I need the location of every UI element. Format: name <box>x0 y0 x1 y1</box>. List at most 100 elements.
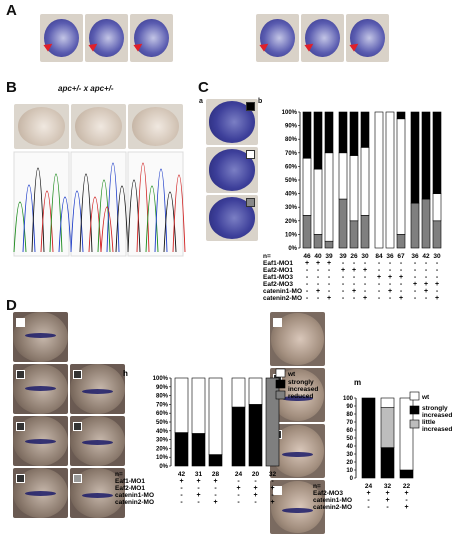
panel-d-square-g <box>73 474 82 483</box>
chart-c-n-7: 36 <box>386 253 394 260</box>
chart-c-bar-0-strongly_reduced <box>302 111 312 159</box>
chart-d-row-3-cell-0: - <box>180 499 183 506</box>
panel-a-embryo-f-embryo <box>350 18 385 58</box>
chart-c-bar-1-increased <box>313 234 323 249</box>
chart-d-y-tick-label-7: 70% <box>156 402 169 408</box>
panel-d-square-e <box>73 370 82 379</box>
chart-c-row-0-cell-9: - <box>414 260 417 267</box>
panel-b-trace-peak-f-3 <box>154 168 168 253</box>
panel-b-trace-peak-f-0 <box>127 179 141 253</box>
chart-m-y-tick-label-8: 80 <box>346 412 353 418</box>
chart-m-y-tick-label-2: 20 <box>346 460 353 466</box>
chart-c-row-0-cell-7: - <box>389 260 392 267</box>
chart-c-row-4-cell-1: + <box>316 288 320 295</box>
chart-c-row-4-cell-9: - <box>414 288 417 295</box>
chart-d-row-0-cell-3: - <box>237 478 240 485</box>
panel-b-embryo-b <box>71 104 126 149</box>
chart-c-row-2-cell-5: - <box>364 274 367 281</box>
panel-a-embryo-d-embryo <box>260 18 295 58</box>
panel-letter-b: B <box>6 79 17 96</box>
chart-d-y-tick-label-3: 30% <box>156 438 169 444</box>
chart-m-y-tick-label-4: 40 <box>346 444 353 450</box>
panel-c-sub-b-letter: b <box>258 98 263 105</box>
panel-a-embryo-a-embryo <box>44 18 79 58</box>
panel-d-embryo-d-gsc-stripe <box>25 491 56 496</box>
chart-m-y-tick-label-3: 30 <box>346 452 353 458</box>
chart-m-legend-label-1: strongly increased <box>422 405 452 419</box>
chart-d-y-tick-label-6: 60% <box>156 411 169 417</box>
chart-c-row-label-3: Eaf2-MO3 <box>263 281 293 288</box>
chart-c-row-3-cell-5: - <box>364 281 367 288</box>
panel-d-embryo-j-gsc-stripe <box>282 396 313 402</box>
chart-d-bar-2-wt <box>208 377 223 455</box>
chart-m-n-2: 22 <box>403 483 411 490</box>
chart-m-row-0-cell-2: + <box>404 490 408 497</box>
chart-d-row-2-cell-2: - <box>214 492 217 499</box>
panel-b-embryo-a <box>14 104 69 149</box>
panel-b-trace-box-e <box>70 151 127 257</box>
panel-b-trace-peak-f-2 <box>145 185 159 253</box>
chart-c-row-4-cell-6: - <box>378 288 381 295</box>
chart-c-row-5-cell-10: - <box>425 295 428 302</box>
panel-b-trace-peak-d-2 <box>31 167 45 253</box>
chart-m-row-2-cell-1: - <box>386 504 389 511</box>
chart-c-bar-8-increased <box>396 234 406 249</box>
panel-d-square-c <box>16 422 25 431</box>
chart-c-row-3-cell-9: + <box>413 281 417 288</box>
chart-c-y-tick-label-8: 80% <box>285 137 298 143</box>
chart-c-n-5: 30 <box>361 253 369 260</box>
chart-c-row-4-cell-2: - <box>328 288 331 295</box>
chart-c-bar-8-wt_normal <box>396 118 406 235</box>
chart-c-n-2: 39 <box>325 253 333 260</box>
chart-d-bar-0-wt <box>174 377 189 433</box>
panel-c-legend-square-2 <box>246 198 255 207</box>
chart-m-y-tick-label-10: 100 <box>343 396 354 402</box>
chart-m-n-0: 24 <box>365 483 373 490</box>
chart-c-bar-2-increased <box>324 240 334 249</box>
panel-d-square-j <box>273 374 282 383</box>
chart-c-bar-0-wt_normal <box>302 157 312 216</box>
chart-c-row-0-cell-8: - <box>400 260 403 267</box>
chart-c-n-8: 67 <box>397 253 405 260</box>
chart-c-row-4-cell-5: - <box>364 288 367 295</box>
chart-c-row-label-2: Eaf1-MO3 <box>263 274 293 281</box>
chart-c-y-tick-label-6: 60% <box>285 164 298 170</box>
panel-d-square-l <box>273 486 282 495</box>
panel-b-trace-peak-d-3 <box>40 190 54 253</box>
panel-b-trace-peak-e-3 <box>97 179 111 253</box>
chart-c-row-2-cell-10: - <box>425 274 428 281</box>
panel-d-embryo-b-gsc-stripe <box>25 386 56 391</box>
chart-d-row-2-cell-0: - <box>180 492 183 499</box>
chart-m-bar-1-little_increased <box>380 407 395 448</box>
chart-c-bar-3-increased <box>338 198 348 249</box>
panel-a-embryo-d <box>256 14 299 62</box>
chart-d-row-0-cell-4: - <box>254 478 257 485</box>
chart-c-row-1-cell-2: - <box>328 267 331 274</box>
chart-c-y-tick-label-9: 90% <box>285 124 298 130</box>
chart-c-row-3-cell-8: - <box>400 281 403 288</box>
chart-c-y-tick-label-1: 10% <box>285 232 298 238</box>
panel-letter-c: C <box>198 79 209 96</box>
chart-c-bar-9-strongly_reduced <box>410 111 420 204</box>
chart-c-row-0-cell-2: + <box>327 260 331 267</box>
chart-c-row-1-cell-3: + <box>341 267 345 274</box>
chart-m-bar-1-strongly_increased <box>380 447 395 479</box>
chart-c-row-3-cell-4: - <box>353 281 356 288</box>
panel-b-embryo-b-embryo <box>75 107 122 146</box>
panel-d-square-d <box>16 474 25 483</box>
chart-d-row-3-cell-1: - <box>197 499 200 506</box>
chart-m-y-tick-label-7: 70 <box>346 420 353 426</box>
chart-c-bar-7-wt_normal <box>385 111 395 249</box>
panel-d-square-i <box>273 318 282 327</box>
chart-c-row-1-cell-7: - <box>389 267 392 274</box>
chart-c-row-0-cell-0: + <box>305 260 309 267</box>
chart-c-n-label: n= <box>263 253 271 260</box>
chart-c-row-4-cell-3: - <box>342 288 345 295</box>
chart-c-row-1-cell-8: - <box>400 267 403 274</box>
chart-c-row-2-cell-6: + <box>377 274 381 281</box>
chart-m-panel-letter: m <box>354 378 361 387</box>
chart-c-bar-11-strongly_reduced <box>432 111 442 194</box>
panel-d-square-b <box>16 370 25 379</box>
chart-d-n-4: 20 <box>252 471 260 478</box>
